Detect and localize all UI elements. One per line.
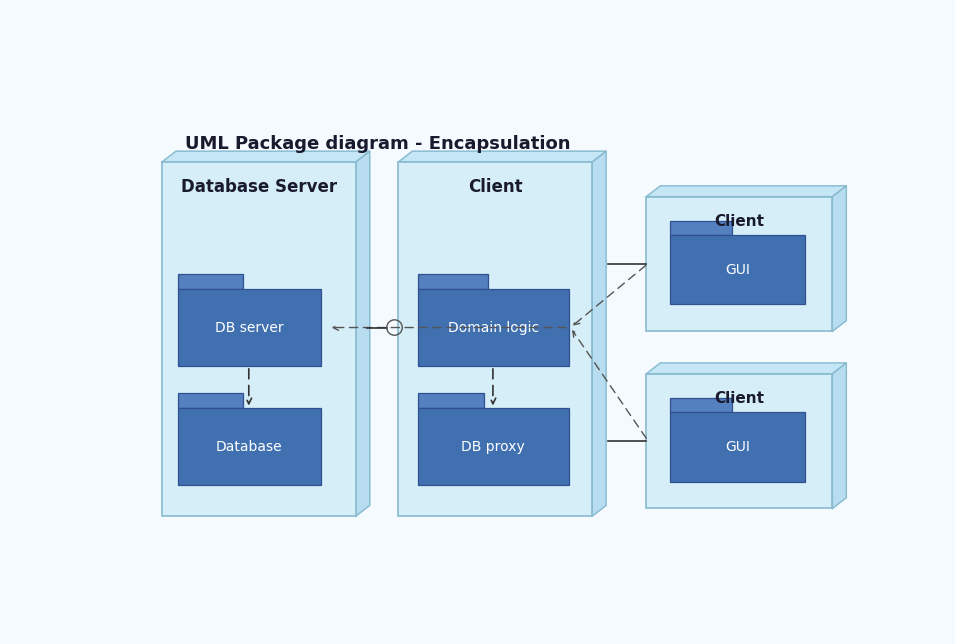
Polygon shape [647, 186, 846, 196]
Text: Client: Client [714, 391, 764, 406]
Text: Client: Client [468, 178, 522, 196]
Text: DB server: DB server [215, 321, 284, 334]
Bar [178, 289, 321, 366]
Bar [417, 289, 569, 366]
Bar [669, 235, 805, 305]
Polygon shape [833, 363, 846, 509]
Bar [417, 393, 483, 408]
Polygon shape [162, 151, 370, 162]
Bar [647, 196, 833, 332]
Polygon shape [398, 151, 606, 162]
Polygon shape [592, 151, 606, 516]
Text: Client: Client [714, 214, 764, 229]
Text: DB proxy: DB proxy [461, 440, 525, 454]
Text: GUI: GUI [725, 440, 750, 454]
Bar [178, 274, 244, 289]
Bar [669, 399, 732, 412]
Bar [647, 374, 833, 509]
Text: Database: Database [216, 440, 283, 454]
Polygon shape [356, 151, 370, 516]
Bar [162, 162, 356, 516]
Text: Database Server: Database Server [180, 178, 337, 196]
Text: Domain logic: Domain logic [448, 321, 539, 334]
Text: UML Package diagram - Encapsulation: UML Package diagram - Encapsulation [185, 135, 571, 153]
Bar [178, 408, 321, 486]
Bar [178, 393, 244, 408]
Bar [417, 408, 569, 486]
Polygon shape [647, 363, 846, 374]
Polygon shape [833, 186, 846, 332]
Bar [417, 274, 487, 289]
Text: GUI: GUI [725, 263, 750, 277]
Bar [398, 162, 592, 516]
Bar [669, 222, 732, 235]
Bar [669, 412, 805, 482]
